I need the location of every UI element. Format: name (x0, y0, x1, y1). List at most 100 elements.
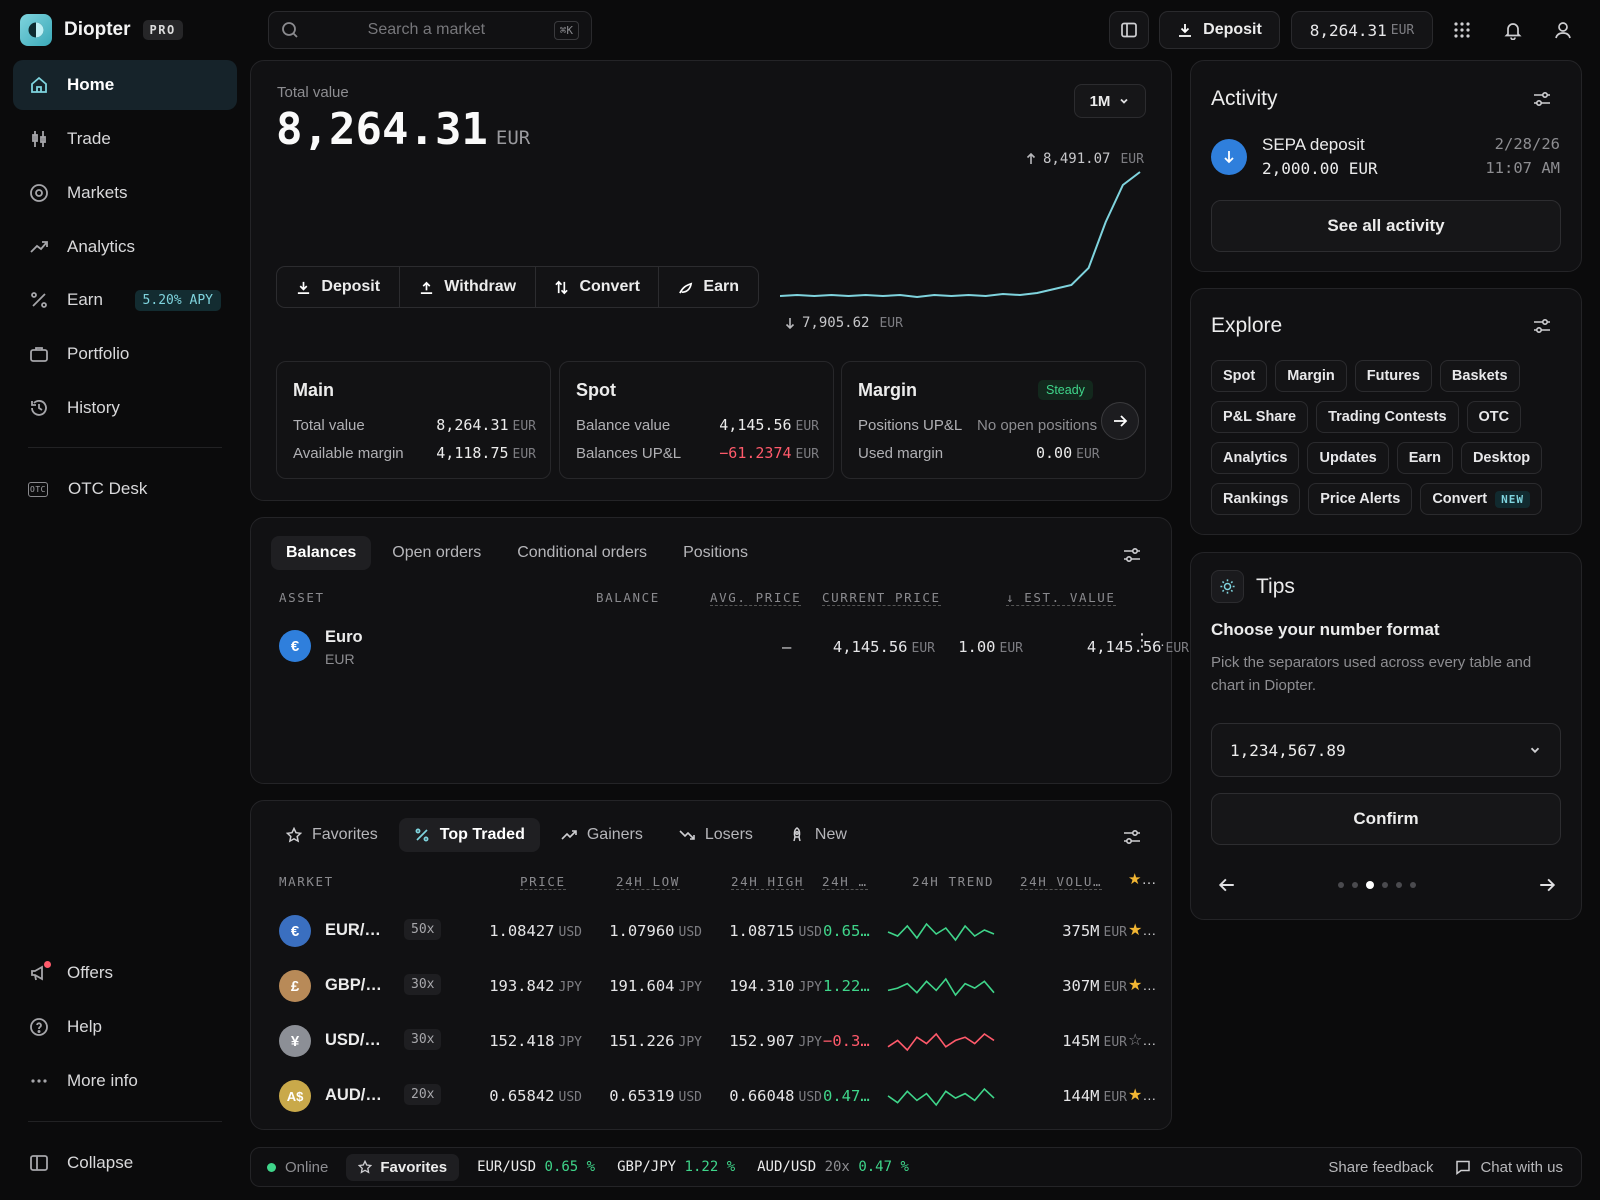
balance-cell: 4,145.56 (832, 638, 908, 656)
chip-analytics[interactable]: Analytics (1211, 442, 1300, 474)
col-price[interactable]: PRICE (520, 874, 566, 890)
tab-top-traded[interactable]: Top Traded (398, 818, 540, 852)
tab-balances[interactable]: Balances (271, 536, 372, 570)
col-est-value[interactable]: ↓ EST. VALUE (1006, 590, 1116, 606)
sidebar-item-label: More info (67, 1071, 138, 1090)
arrow-up-icon (1025, 153, 1037, 165)
download-icon (296, 280, 311, 295)
col-current-price[interactable]: CURRENT PRICE (822, 590, 941, 606)
user-icon[interactable] (1553, 20, 1573, 40)
top-deposit-button[interactable]: Deposit (1159, 11, 1280, 49)
number-format-select[interactable]: 1,234,567.89 (1211, 723, 1561, 777)
star-filled-icon[interactable]: ★… (1128, 1087, 1157, 1104)
convert-button[interactable]: Convert (536, 267, 660, 307)
col-market: MARKET (279, 874, 334, 889)
chip-updates[interactable]: Updates (1307, 442, 1389, 474)
sidebar-item-markets[interactable]: Markets (13, 168, 237, 218)
row-menu-icon[interactable]: ⋮… (1133, 630, 1165, 650)
table-row[interactable]: € Euro EUR 4,145.56 EUR – 1.00 EUR 4,145.5… (270, 622, 1189, 670)
chip-spot[interactable]: Spot (1211, 360, 1268, 392)
chip-trading-contests[interactable]: Trading Contests (1316, 401, 1459, 433)
tips-prev-arrow-icon[interactable] (1218, 876, 1236, 894)
trend-up-icon (29, 237, 49, 257)
table-row[interactable]: € EUR/… 50x 1.08427 USD 1.07960 USD 1.0871… (270, 907, 1160, 955)
sidebar-item-help[interactable]: Help (13, 1002, 237, 1052)
sidebar-item-otc-desk[interactable]: OTC OTC Desk (13, 464, 237, 514)
chip-convert[interactable]: Convert NEW (1420, 483, 1542, 515)
sidebar-item-analytics[interactable]: Analytics (13, 222, 237, 272)
sidebar-item-offers[interactable]: Offers (13, 948, 237, 998)
sidebar-item-label: Analytics (67, 237, 136, 256)
tab-favorites[interactable]: Favorites (271, 818, 393, 852)
deposit-button[interactable]: Deposit (277, 267, 401, 307)
table-row[interactable]: ¥ USD/… 30x 152.418 JPY 151.226 JPY 152.90… (270, 1017, 1160, 1065)
ticker-audusd[interactable]: AUD/USD 20x 0.47 % (757, 1159, 909, 1175)
upload-icon (419, 280, 434, 295)
chip-rankings[interactable]: Rankings (1211, 483, 1301, 515)
ticker-gbpjpy[interactable]: GBP/JPY 1.22 % (617, 1159, 736, 1175)
sidebar-item-earn[interactable]: Earn 5.20% APY (13, 275, 237, 325)
col-24h-high[interactable]: 24H HIGH (731, 874, 805, 890)
share-feedback-link[interactable]: Share feedback (1328, 1158, 1434, 1176)
chip-baskets[interactable]: Baskets (1439, 360, 1520, 392)
chip-desktop[interactable]: Desktop (1460, 442, 1543, 474)
chip-margin[interactable]: Margin (1275, 360, 1347, 392)
layout-toggle-button[interactable] (1109, 11, 1149, 49)
sidebar-item-more-info[interactable]: More info (13, 1056, 237, 1106)
filter-sliders-icon[interactable] (1122, 827, 1142, 847)
sidebar-item-portfolio[interactable]: Portfolio (13, 329, 237, 379)
account-card-main[interactable]: Main Total value 8,264.31 EUR Available m… (276, 361, 551, 479)
activity-item-amount: 2,000.00 EUR (1262, 159, 1378, 178)
search-input[interactable]: Search a market ⌘K (268, 11, 592, 49)
tab-conditional-orders[interactable]: Conditional orders (517, 544, 648, 561)
withdraw-button[interactable]: Withdraw (400, 267, 536, 307)
chip-price-alerts[interactable]: Price Alerts (1308, 483, 1413, 515)
tips-next-arrow-icon[interactable] (1538, 876, 1556, 894)
table-row[interactable]: A$ AUD/… 20x 0.65842 USD 0.65319 USD 0.660… (270, 1072, 1160, 1120)
chip-pnl-share[interactable]: P&L Share (1211, 401, 1309, 433)
apps-grid-icon[interactable] (1452, 20, 1472, 40)
star-outline-icon[interactable]: ☆… (1128, 1032, 1157, 1049)
col-24h-low[interactable]: 24H LOW (616, 874, 680, 890)
activity-settings-icon[interactable] (1532, 89, 1552, 109)
tab-positions[interactable]: Positions (683, 544, 748, 561)
ticker-eurusd[interactable]: EUR/USD 0.65 % (477, 1159, 596, 1175)
col-24h-change[interactable]: 24H … (822, 874, 868, 890)
star-filled-icon[interactable]: ★… (1128, 922, 1157, 939)
chip-earn[interactable]: Earn (1396, 442, 1453, 474)
arrow-right-icon (1112, 413, 1128, 429)
app-logo[interactable]: Diopter PRO (20, 14, 183, 46)
col-avg-price[interactable]: AVG. PRICE (710, 590, 802, 606)
chip-futures[interactable]: Futures (1354, 360, 1432, 392)
favorites-button[interactable]: Favorites (346, 1153, 460, 1181)
earn-button[interactable]: Earn (659, 267, 758, 307)
chip-otc[interactable]: OTC (1466, 401, 1522, 433)
col-24h-volume[interactable]: 24H VOLU… (1020, 874, 1103, 890)
activity-item-title[interactable]: SEPA deposit (1262, 135, 1365, 154)
explore-settings-icon[interactable] (1532, 316, 1552, 336)
trend-sparkline (887, 922, 995, 942)
col-balance[interactable]: BALANCE (596, 590, 660, 605)
filter-sliders-icon[interactable] (1122, 545, 1142, 565)
chat-button[interactable]: Chat with us (1455, 1159, 1563, 1176)
leverage-badge: 30x (404, 1029, 442, 1050)
tab-losers[interactable]: Losers (664, 818, 768, 852)
table-row[interactable]: £ GBP/… 30x 193.842 JPY 191.604 JPY 194.31… (270, 962, 1160, 1010)
cards-next-button[interactable] (1101, 402, 1139, 440)
col-favorite-star-icon[interactable]: ★… (1128, 871, 1157, 888)
balance-button[interactable]: 8,264.31 EUR (1291, 11, 1433, 49)
see-all-activity-button[interactable]: See all activity (1211, 200, 1561, 252)
tab-new[interactable]: New (774, 818, 862, 852)
range-select[interactable]: 1M (1074, 84, 1146, 118)
account-card-margin[interactable]: Margin Steady Positions UP&L No open pos… (841, 361, 1146, 479)
confirm-button[interactable]: Confirm (1211, 793, 1561, 845)
collapse-sidebar-button[interactable]: Collapse (13, 1138, 237, 1188)
star-filled-icon[interactable]: ★… (1128, 977, 1157, 994)
tab-gainers[interactable]: Gainers (546, 818, 658, 852)
sidebar-item-home[interactable]: Home (13, 60, 237, 110)
account-card-spot[interactable]: Spot Balance value 4,145.56 EUR Balances … (559, 361, 834, 479)
bell-icon[interactable] (1503, 20, 1523, 40)
sidebar-item-history[interactable]: History (13, 383, 237, 433)
sidebar-item-trade[interactable]: Trade (13, 114, 237, 164)
tab-open-orders[interactable]: Open orders (392, 544, 482, 561)
